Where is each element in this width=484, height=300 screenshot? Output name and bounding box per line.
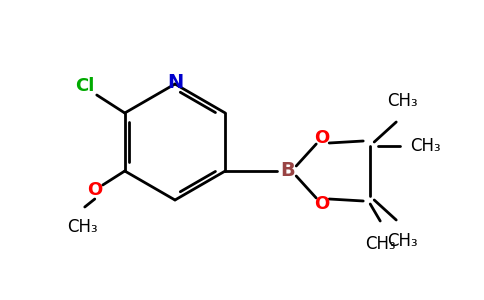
Text: CH₃: CH₃ <box>410 137 441 155</box>
Text: CH₃: CH₃ <box>365 235 395 253</box>
Text: B: B <box>280 161 295 181</box>
Text: CH₃: CH₃ <box>387 232 418 250</box>
Text: Cl: Cl <box>75 77 94 95</box>
Text: O: O <box>315 195 330 213</box>
Text: CH₃: CH₃ <box>67 218 98 236</box>
Text: O: O <box>315 129 330 147</box>
Text: O: O <box>87 181 103 199</box>
Text: CH₃: CH₃ <box>387 92 418 110</box>
Text: N: N <box>167 74 183 92</box>
